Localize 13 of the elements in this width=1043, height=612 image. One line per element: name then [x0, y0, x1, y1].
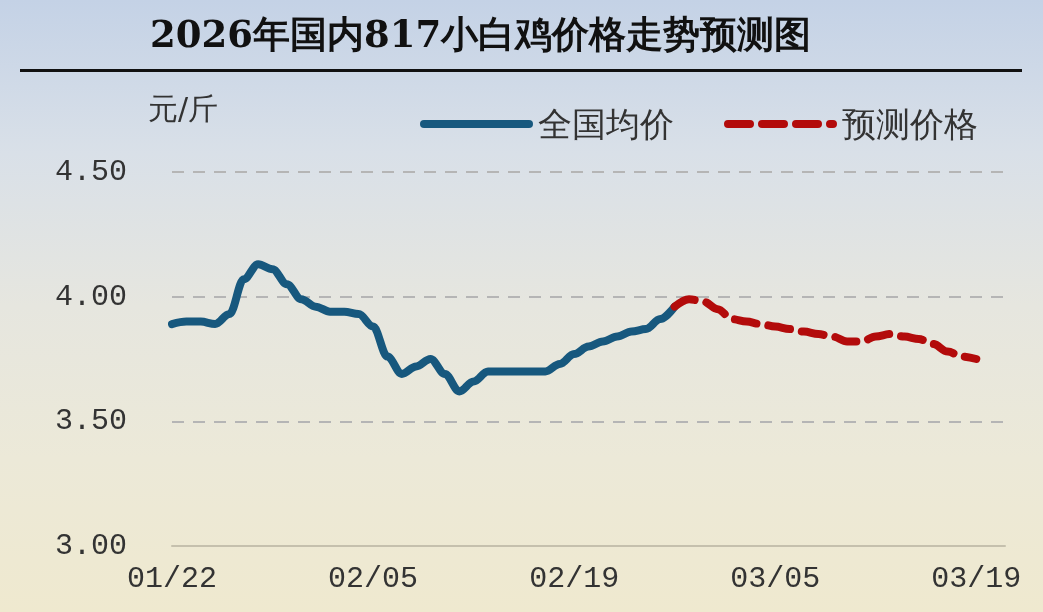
legend-label: 预测价格 — [842, 104, 978, 144]
x-tick-label: 01/22 — [126, 562, 218, 596]
y-tick-label: 4.50 — [54, 155, 127, 189]
chart-title: 2026年国内817小白鸡价格走势预测图 — [150, 11, 812, 56]
legend-label: 全国均价 — [538, 104, 674, 144]
y-tick-label: 3.50 — [54, 404, 127, 439]
x-tick-label: 03/19 — [931, 562, 1022, 596]
y-axis-title: 元/斤 — [148, 90, 219, 126]
y-tick-label: 4.00 — [54, 279, 127, 314]
y-tick-label: 3.00 — [54, 529, 127, 563]
x-tick-label: 02/05 — [328, 562, 419, 596]
x-tick-label: 03/05 — [730, 562, 821, 596]
x-tick-label: 02/19 — [529, 562, 620, 596]
